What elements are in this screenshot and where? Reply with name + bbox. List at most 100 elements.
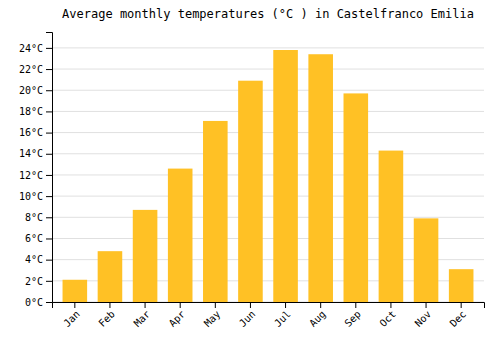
bar [449, 269, 474, 302]
tick: Jun [237, 302, 258, 329]
tick: 8°C [25, 212, 52, 223]
bar [63, 280, 88, 302]
tick-label: 16°C [19, 127, 43, 138]
tick-mark [46, 69, 52, 70]
tick-label: Jul [272, 308, 293, 329]
tick-label: May [202, 308, 223, 329]
tick: Mar [132, 302, 153, 329]
bar [379, 151, 404, 302]
tick-label: 2°C [25, 276, 43, 287]
tick: 20°C [19, 85, 52, 96]
tick-label: 0°C [25, 297, 43, 308]
bar [308, 54, 333, 302]
tick: Oct [377, 302, 398, 329]
grid-line [52, 111, 484, 112]
tick-mark [355, 302, 356, 308]
tick-label: Feb [96, 308, 117, 329]
tick: Jul [272, 302, 293, 329]
grid-line [52, 69, 484, 70]
tick-mark [46, 196, 52, 197]
tick: 10°C [19, 191, 52, 202]
tick-mark [46, 133, 52, 134]
tick-label: Apr [167, 308, 188, 329]
tick: Apr [167, 302, 188, 329]
tick-mark [74, 302, 75, 308]
tick-label: Oct [377, 308, 398, 329]
tick: 16°C [19, 127, 52, 138]
tick-label: 20°C [19, 85, 43, 96]
tick-label: Sep [342, 308, 363, 329]
tick: 22°C [19, 64, 52, 75]
tick-label: 10°C [19, 191, 43, 202]
axis-line [46, 33, 53, 303]
tick-label: 24°C [19, 43, 43, 54]
tick-label: 8°C [25, 212, 43, 223]
tick-mark [180, 302, 181, 308]
tick: 6°C [25, 233, 52, 244]
bar [98, 251, 123, 302]
tick: Jan [61, 302, 82, 329]
tick-mark [461, 302, 462, 308]
tick-mark [46, 48, 52, 49]
tick-label: Mar [132, 308, 153, 329]
tick-mark [109, 302, 110, 308]
tick-mark [250, 302, 251, 308]
bar [414, 218, 439, 302]
tick: Sep [342, 302, 363, 329]
grid-line [52, 132, 484, 133]
tick: Dec [448, 302, 469, 329]
bar [168, 169, 193, 302]
bars [63, 50, 474, 302]
title: Average monthly temperatures (°C ) in Ca… [62, 7, 474, 21]
tick-label: Jun [237, 308, 258, 329]
bar [273, 50, 298, 302]
tick-mark [46, 154, 52, 155]
x-axis: Jan Feb Mar Apr May Jun Jul Aug Sep Oct Nov Dec [53, 302, 485, 329]
tick-mark [46, 238, 52, 239]
tick-mark [46, 111, 52, 112]
tick: 0°C [25, 297, 52, 308]
grid [52, 48, 484, 302]
tick-label: 18°C [19, 106, 43, 117]
tick: 24°C [19, 43, 52, 54]
tick-mark [390, 302, 391, 308]
tick-mark [46, 90, 52, 91]
tick: 14°C [19, 148, 52, 159]
bar [133, 210, 158, 302]
chart: 0°C 2°C 4°C 6°C 8°C 10°C 12°C 14°C 16°C 18°C 20°C 2… [0, 0, 500, 350]
tick-label: 14°C [19, 148, 43, 159]
tick-label: 12°C [19, 170, 43, 181]
tick-mark [46, 281, 52, 282]
tick: 2°C [25, 276, 52, 287]
grid-line [52, 174, 484, 175]
tick-label: Aug [307, 308, 328, 329]
tick-mark [426, 302, 427, 308]
tick-label: Jan [61, 308, 82, 329]
tick-label: 6°C [25, 233, 43, 244]
tick: 12°C [19, 170, 52, 181]
tick-mark [46, 302, 52, 303]
grid-line [52, 196, 484, 197]
tick-mark [215, 302, 216, 308]
grid-line [52, 47, 484, 48]
tick: Feb [96, 302, 117, 329]
bar [344, 93, 369, 302]
tick-label: 4°C [25, 254, 43, 265]
tick: Aug [307, 302, 328, 329]
tick-mark [285, 302, 286, 308]
tick-mark [145, 302, 146, 308]
tick: 4°C [25, 254, 52, 265]
tick: 18°C [19, 106, 52, 117]
tick-label: 22°C [19, 64, 43, 75]
grid-line [52, 217, 484, 218]
tick-mark [46, 217, 52, 218]
bar [238, 81, 263, 302]
tick-mark [46, 175, 52, 176]
tick-mark [46, 260, 52, 261]
y-axis: 0°C 2°C 4°C 6°C 8°C 10°C 12°C 14°C 16°C 18°C 20°C 2… [19, 33, 53, 308]
grid-line [52, 153, 484, 154]
tick: Nov [413, 302, 434, 329]
tick-mark [320, 302, 321, 308]
tick-label: Dec [448, 308, 469, 329]
axis-line [53, 303, 485, 309]
